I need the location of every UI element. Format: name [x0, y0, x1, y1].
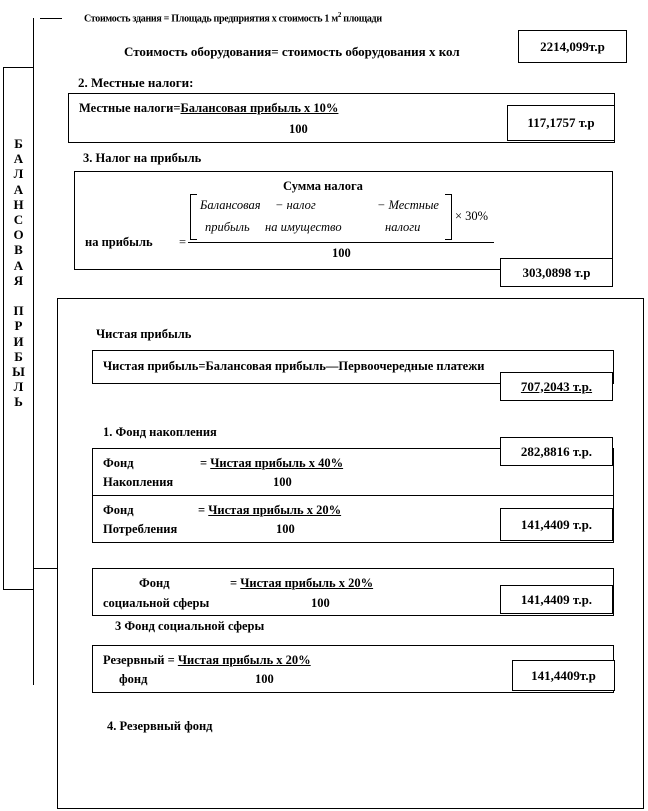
local-taxes-formula: Местные налоги=Балансовая прибыль х 10%: [79, 101, 339, 115]
profit-tax-formula-box: Сумма налога на прибыль = Балансовая − н…: [74, 171, 613, 270]
accumulation-fund-box: Фонд = Чистая прибыль х 40% Накопления 1…: [92, 448, 614, 496]
consumption-fund-box: Фонд = Чистая прибыль х 20% Потребления …: [92, 495, 614, 543]
vertical-letter: Ь: [14, 394, 23, 410]
label: Фонд: [103, 503, 134, 517]
bracket-left: [190, 194, 197, 240]
local-taxes-heading: 2. Местные налоги:: [78, 75, 194, 90]
formula-title: Сумма налога: [283, 179, 363, 193]
reserve-value-box: 141,4409т.р: [512, 660, 615, 691]
bracket-right: [445, 194, 452, 240]
row2-c: налоги: [385, 220, 421, 234]
vertical-letter: А: [13, 257, 24, 273]
row1-b: − налог: [275, 198, 316, 212]
denominator: 100: [273, 475, 292, 489]
equipment-value-box: 2214,099т.р: [518, 30, 627, 63]
vertical-letter: [4, 288, 33, 303]
vertical-letter: А: [13, 181, 24, 197]
vertical-letter: Р: [14, 318, 23, 334]
formula-lhs: на прибыль: [85, 235, 153, 249]
vertical-letter: О: [13, 227, 24, 243]
formula: Резервный = Чистая прибыль х 20%: [103, 653, 311, 667]
net-profit-heading: Чистая прибыль: [96, 327, 192, 341]
row1-c: − Местные: [377, 198, 439, 212]
vertical-letter: Я: [13, 272, 24, 288]
consumption-value-box: 141,4409 т.р.: [500, 508, 613, 541]
denominator: 100: [276, 522, 295, 536]
vertical-letter: В: [14, 242, 23, 258]
accumulation-fund-heading: 1. Фонд накопления: [103, 425, 217, 439]
vertical-letter: И: [13, 333, 24, 349]
vertical-letter: Л: [13, 379, 24, 395]
vertical-letter: С: [13, 212, 24, 228]
formula: = Чистая прибыль х 20%: [230, 576, 374, 590]
vertical-letter: Ы: [12, 364, 25, 380]
equals: =: [179, 235, 187, 249]
mid-tick-line: [33, 568, 57, 569]
label: фонд: [119, 672, 148, 686]
reserve-fund-heading: 4. Резервный фонд: [107, 719, 213, 733]
top-tick-line: [40, 18, 62, 19]
net-profit-formula: Чистая прибыль=Балансовая прибыль—Первоо…: [103, 359, 485, 373]
vertical-letter: Б: [14, 136, 23, 151]
label: Потребления: [103, 522, 178, 536]
denominator: 100: [255, 672, 274, 686]
denominator: 100: [332, 246, 351, 260]
equipment-cost-formula: Стоимость оборудования= стоимость оборуд…: [124, 44, 460, 59]
vertical-letter: Л: [13, 166, 24, 182]
multiplier: × 30%: [455, 209, 489, 223]
vertical-letter: Н: [13, 196, 24, 212]
row1-a: Балансовая: [200, 198, 261, 212]
row2-b: на имущество: [265, 220, 342, 234]
vertical-letter: П: [13, 303, 24, 319]
profit-tax-heading: 3. Налог на прибыль: [83, 151, 202, 165]
label: Фонд: [139, 576, 170, 590]
social-value-box: 141,4409 т.р.: [500, 585, 613, 614]
building-cost-formula: Стоимость здания = Площадь предприятия х…: [84, 11, 382, 25]
label: Накопления: [103, 475, 174, 489]
formula: = Чистая прибыль х 20%: [198, 503, 342, 517]
local-taxes-value-box: 117,1757 т.р: [507, 105, 615, 141]
label: социальной сферы: [103, 596, 210, 610]
denominator: 100: [289, 122, 308, 136]
fraction-line: [188, 242, 494, 243]
label: Фонд: [103, 456, 134, 470]
accumulation-value-box: 282,8816 т.р.: [500, 437, 613, 466]
social-fund-heading: 3 Фонд социальной сферы: [115, 619, 265, 633]
profit-tax-value-box: 303,0898 т.р: [500, 258, 613, 287]
denominator: 100: [311, 596, 330, 610]
vertical-letter: А: [13, 151, 24, 167]
formula: = Чистая прибыль х 40%: [200, 456, 344, 470]
row2-a: прибыль: [205, 220, 250, 234]
net-profit-value-box: 707,2043 т.р.: [500, 372, 613, 401]
vertical-letter: Б: [14, 348, 23, 364]
